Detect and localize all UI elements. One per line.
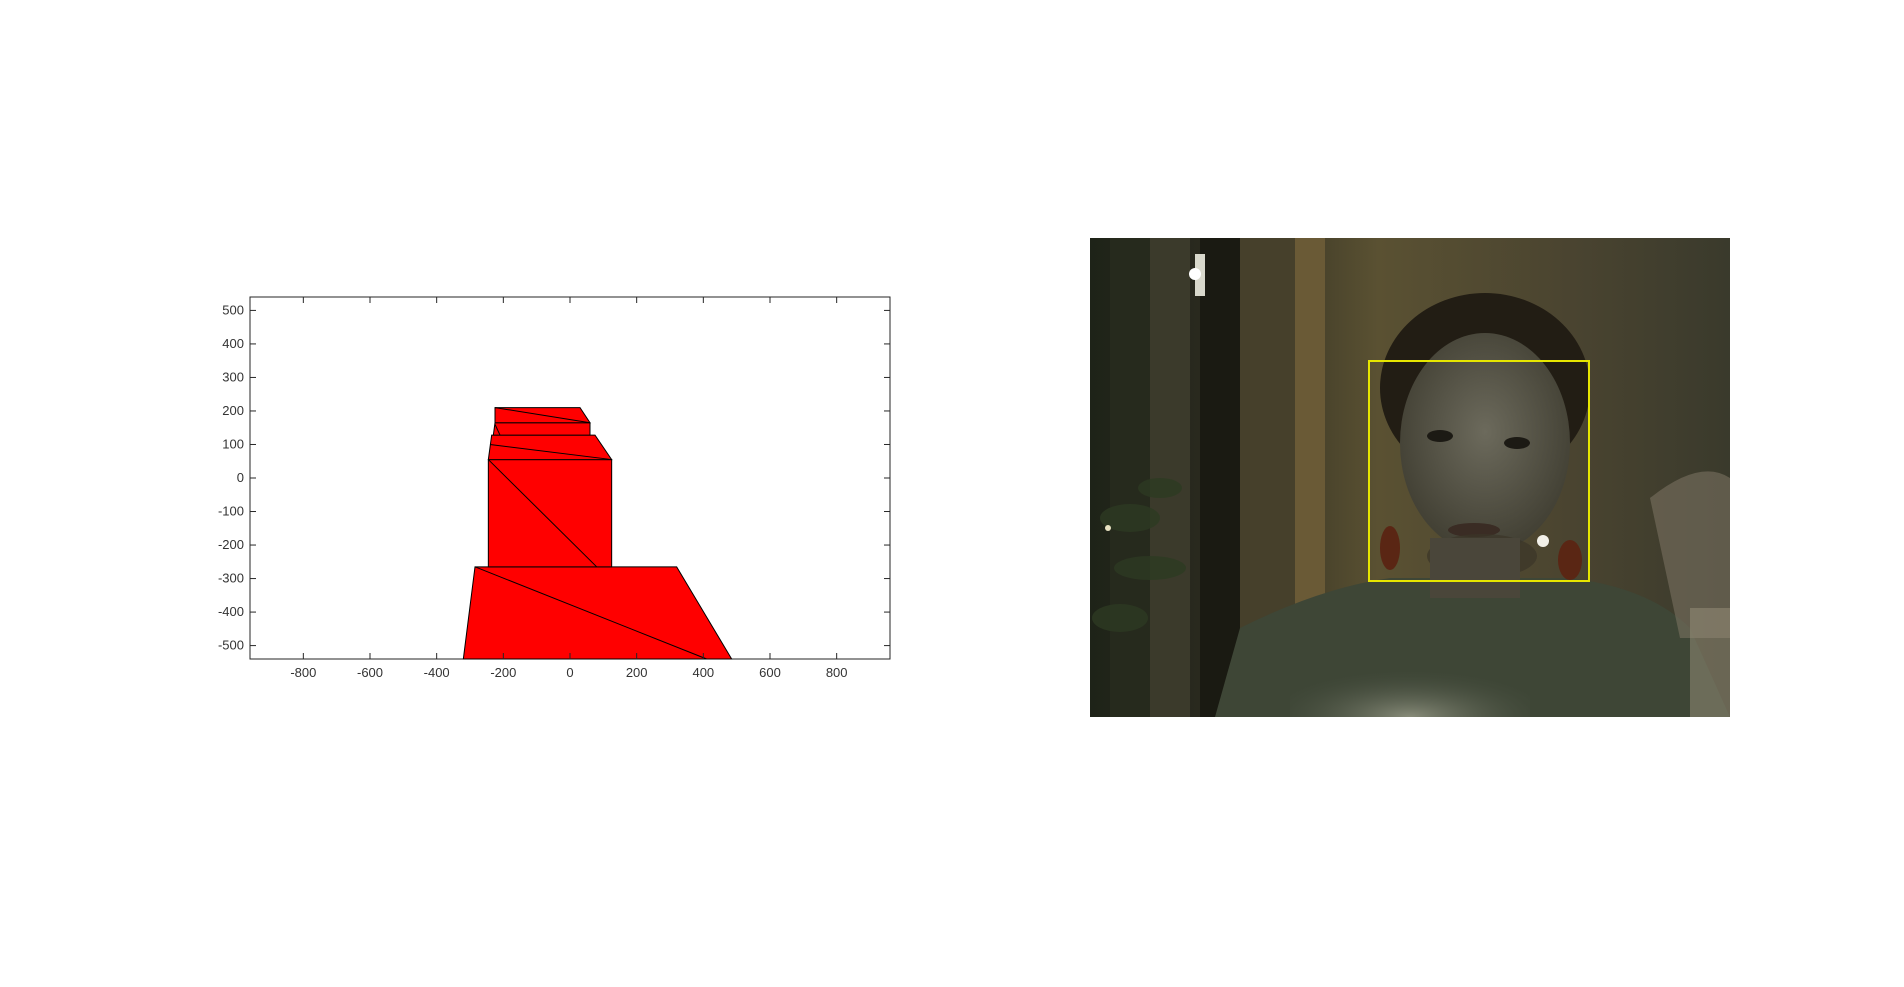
plant-shape [1092,478,1186,632]
y-tick-label: 0 [237,470,244,485]
y-tick-label: 400 [222,336,244,351]
y-tick-label: -300 [218,571,244,586]
edge-layer [474,407,707,660]
patch-face-3 [492,422,591,436]
patch-edge-4 [494,407,591,424]
y-tick-label: 500 [222,302,244,317]
patch-face-1 [487,459,613,568]
y-tick-label: -500 [218,638,244,653]
x-tick-label: -600 [357,665,383,680]
y-tick-label: -400 [218,604,244,619]
webcam-frame-drawing [1090,238,1730,717]
patch-edge-0 [474,566,707,660]
y-axis-ticks: 500 400 300 200 100 0 -100 -200 -300 -400 -500 [218,302,890,653]
x-tick-label: 0 [566,665,573,680]
x-tick-label: 600 [759,665,781,680]
x-tick-label: -200 [490,665,516,680]
left-axes: -800 -600 -400 -200 0 200 400 600 800 500 400 300 2… [218,296,891,680]
face-detection-box [1368,360,1590,582]
y-tick-label: 300 [222,369,244,384]
webcam-image [1090,238,1730,717]
x-tick-label: 800 [826,665,848,680]
x-axis-ticks: -800 -600 -400 -200 0 200 400 600 800 [290,297,848,680]
y-tick-label: 200 [222,403,244,418]
patch-edge-1 [487,459,598,568]
x-tick-label: 400 [692,665,714,680]
door-frame-shape [1200,238,1240,717]
y-tick-label: -200 [218,537,244,552]
y-tick-label: -100 [218,504,244,519]
x-tick-label: 200 [626,665,648,680]
patch-face-2 [487,434,613,461]
patch-layer [462,407,733,660]
patch-edge-3 [494,424,501,436]
patch-edge-2 [489,443,612,461]
x-tick-label: -800 [290,665,316,680]
face-shape [1400,333,1570,553]
patch-face-0 [462,566,733,660]
y-tick-label: 100 [222,436,244,451]
x-tick-label: -400 [424,665,450,680]
